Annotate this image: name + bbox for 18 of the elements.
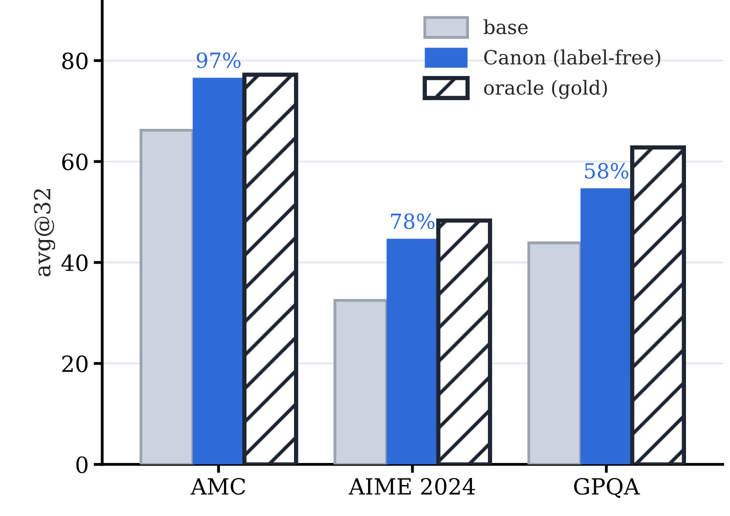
- x-tick-label: AMC: [190, 478, 246, 495]
- y-tick-label: 40: [61, 254, 88, 272]
- legend-label: base: [484, 19, 528, 34]
- bar: [140, 128, 194, 464]
- y-tick-label: 60: [62, 153, 88, 170]
- annotation: 58%: [584, 162, 628, 179]
- y-tick-label: 80: [62, 52, 88, 70]
- legend-label: Canon (label-free): [484, 50, 660, 68]
- y-tick-label: 0: [76, 456, 88, 474]
- legend-label: oracle (gold): [484, 80, 607, 99]
- annotation: 78%: [391, 213, 434, 230]
- x-tick-label: AIME 2024: [348, 478, 476, 495]
- annotation: 97%: [196, 52, 241, 68]
- y-tick-label: 20: [62, 355, 88, 372]
- y-axis-title: avg@32: [34, 189, 56, 276]
- x-tick-label: GPQA: [574, 478, 640, 498]
- bar: [527, 241, 582, 464]
- bar: [334, 298, 388, 464]
